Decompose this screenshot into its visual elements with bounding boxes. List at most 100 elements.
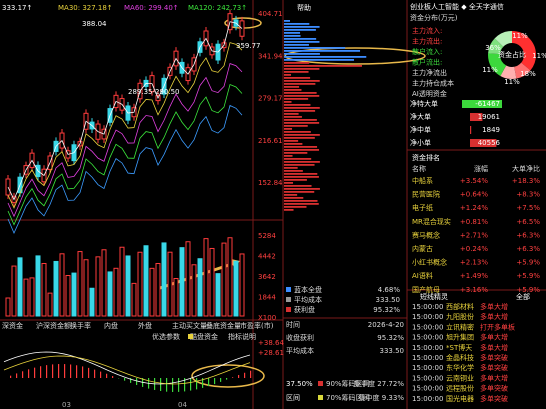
label: 九阳股份 <box>446 312 474 321</box>
macd-bar <box>190 378 192 391</box>
volume-bar <box>107 271 113 317</box>
label: 11% <box>504 78 520 86</box>
label: 5284 <box>258 232 276 240</box>
chip-bar <box>284 68 320 70</box>
chip-bar <box>284 149 320 151</box>
label: +0.81% <box>460 218 488 226</box>
chip-bar <box>284 80 320 82</box>
label: 金晶科技 <box>446 353 474 362</box>
volume-bar <box>113 267 119 317</box>
tab[interactable]: 深资金 <box>2 321 23 330</box>
chip-bar <box>284 161 320 163</box>
label: 蓝本全盘 <box>294 285 322 294</box>
sector[interactable]: 民营医院 <box>412 190 440 199</box>
label: +8.3% <box>516 191 540 199</box>
macd-bar <box>22 371 24 378</box>
volume-bar <box>11 265 17 317</box>
tab[interactable]: 短线精灵 <box>420 292 448 301</box>
button[interactable]: 指标说明 <box>228 332 256 341</box>
tab[interactable]: 市盈率(市) <box>240 321 274 330</box>
chip-bar <box>284 176 319 178</box>
label: 多单大增 <box>480 373 508 382</box>
sector[interactable]: 小红书概念 <box>412 258 447 267</box>
chip-bar <box>284 182 294 184</box>
label: +3.16% <box>460 286 488 294</box>
tab[interactable]: 沪深资金额 <box>36 321 71 330</box>
label: 15:00:00 <box>412 385 443 393</box>
label: 净大单 <box>410 112 431 121</box>
volume-bar <box>143 245 149 317</box>
chip-bar <box>284 146 318 148</box>
label: 获利盘 <box>294 305 315 314</box>
macd-bar <box>28 369 30 378</box>
label: 15:00:00 <box>412 354 443 362</box>
chip-bar <box>284 122 320 124</box>
label: 远程股份 <box>446 384 474 393</box>
label: 04 <box>178 401 187 409</box>
button[interactable]: 酷盘资金 <box>190 332 218 341</box>
label: 散户流出: <box>412 58 442 67</box>
chip-bar <box>284 32 301 34</box>
volume-bar <box>71 272 77 317</box>
chip-bar <box>284 167 298 169</box>
label: 立讯精密 <box>446 322 474 331</box>
label: 多单突破 <box>480 394 508 403</box>
sector[interactable]: MR混合现实 <box>412 217 451 226</box>
tab[interactable]: 全部 <box>516 292 530 301</box>
label: 4.68% <box>378 286 401 294</box>
macd-bar <box>88 367 90 378</box>
label: +2.13% <box>460 259 488 267</box>
chip-bar <box>284 29 316 31</box>
chip-bar <box>284 62 310 64</box>
tab[interactable]: 换手率 <box>70 321 91 330</box>
macd-bar <box>94 369 96 378</box>
sector[interactable]: 赛马概念 <box>412 230 440 239</box>
label: +18.3% <box>512 177 540 185</box>
tab[interactable]: 外盘 <box>138 321 152 330</box>
chip-bar <box>284 152 308 154</box>
sector[interactable]: 内蒙古 <box>412 244 433 253</box>
legend-swatch <box>286 307 291 312</box>
chip-bar <box>284 53 320 55</box>
ma-line <box>7 21 243 201</box>
volume-bar <box>131 282 137 317</box>
sector[interactable]: 国产航母 <box>412 285 440 294</box>
chip-bar <box>284 194 298 196</box>
chip-bar <box>284 206 307 208</box>
tab[interactable]: 内盘 <box>104 321 118 330</box>
chip-bar <box>284 173 318 175</box>
macd-bar <box>232 377 234 378</box>
net-bar <box>470 126 472 134</box>
net-bar <box>470 113 483 121</box>
volume-bar <box>89 287 95 317</box>
label: -61467 <box>475 100 500 108</box>
label: 多单大增 <box>480 302 508 311</box>
label: 资金分布(万元) <box>410 13 458 22</box>
donut-segment <box>488 31 536 79</box>
label: 云南铜业 <box>446 373 474 382</box>
label: 341.94 <box>258 52 283 60</box>
volume-bar <box>101 249 107 317</box>
macd-bar <box>130 378 132 383</box>
macd-bar <box>208 378 210 387</box>
label: 18% <box>520 70 536 78</box>
volume-bar <box>233 260 239 317</box>
button[interactable]: 优选参数 <box>152 332 180 341</box>
sector[interactable]: 中船系 <box>412 176 433 185</box>
label: 333.50 <box>380 347 405 355</box>
volume-bar <box>191 264 197 317</box>
label: 资金占比 <box>498 50 526 59</box>
volume-bar <box>83 259 89 317</box>
label: +5.9% <box>516 259 540 267</box>
chip-bar <box>284 41 320 43</box>
tab[interactable]: 叠底资金量 <box>206 321 241 330</box>
sector[interactable]: 电子纸 <box>412 203 433 212</box>
volume-bar <box>5 297 11 317</box>
chip-bar <box>284 83 316 85</box>
sector[interactable]: AI语料 <box>412 271 433 280</box>
macd-bar <box>10 375 12 378</box>
net-bar <box>462 100 502 108</box>
tab[interactable]: 主动买文量 <box>172 321 207 330</box>
label: X100 <box>258 314 276 322</box>
